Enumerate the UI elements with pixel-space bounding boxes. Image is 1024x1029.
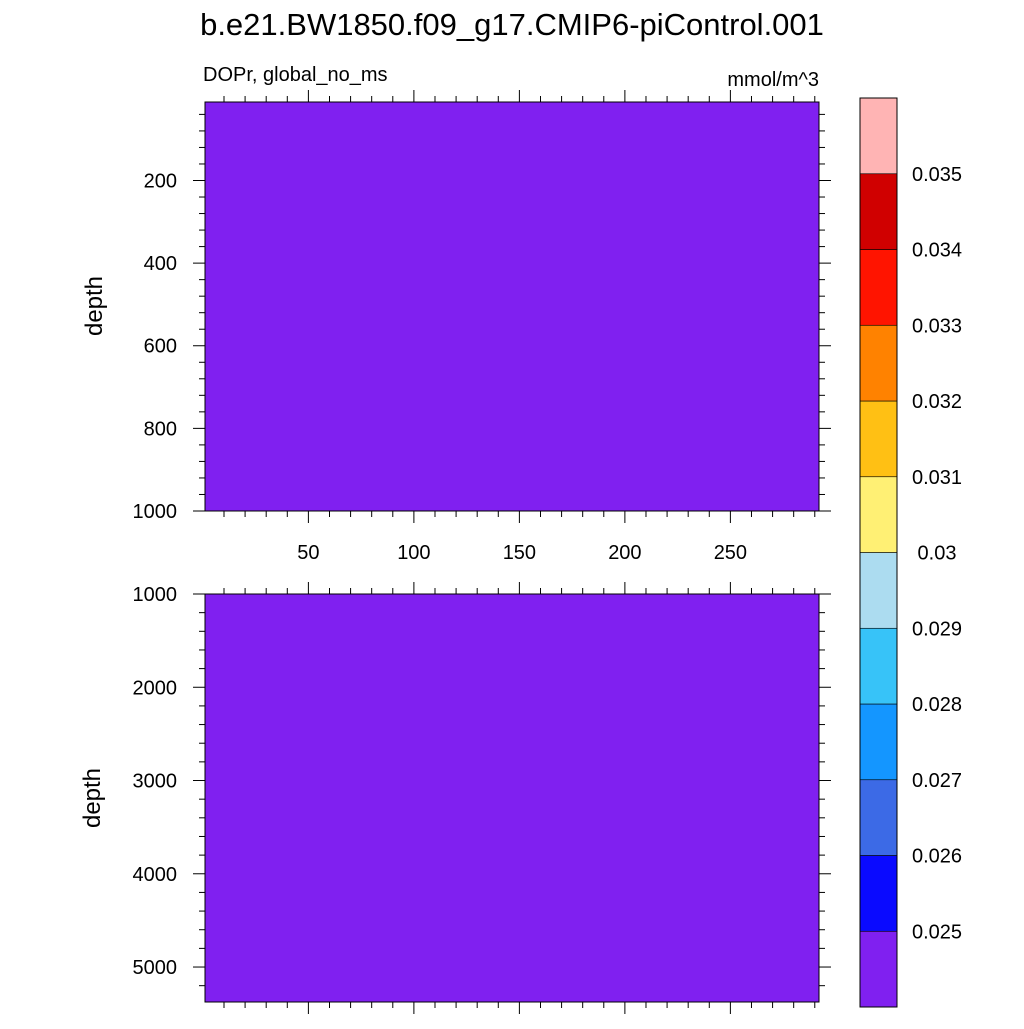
y-tick-label-upper: 200: [144, 170, 177, 192]
colorbar-label: 0.03: [918, 543, 957, 565]
colorbar-swatch: [859, 703, 898, 781]
units-label: mmol/m^3: [727, 69, 819, 91]
colorbar-swatch: [859, 855, 898, 932]
colorbar-label: 0.026: [912, 846, 962, 868]
colorbar-swatch: [859, 97, 898, 175]
y-tick-label-upper: 800: [144, 418, 177, 440]
colorbar: 0.025 0.026 0.027 0.028 0.029 0.03 0.031 0.032 0…: [859, 97, 962, 1008]
colorbar-label: 0.032: [912, 391, 962, 413]
colorbar-swatch: [859, 324, 898, 402]
y-tick-label-lower: 4000: [133, 864, 178, 886]
x-tick-label-upper: 250: [714, 542, 747, 564]
colorbar-swatch: [859, 400, 898, 478]
y-tick-label-lower: 3000: [133, 771, 178, 793]
x-tick-label-upper: 100: [397, 542, 430, 564]
colorbar-label: 0.029: [912, 618, 962, 640]
y-tick-label-lower: 5000: [133, 957, 178, 979]
colorbar-label: 0.033: [912, 315, 962, 337]
colorbar-label: 0.034: [912, 240, 962, 262]
colorbar-swatch: [859, 249, 898, 326]
y-tick-label-lower: 1000: [133, 584, 178, 606]
field-fill-upper: [205, 102, 819, 511]
y-tick-label-lower: 2000: [133, 677, 178, 699]
colorbar-swatch: [859, 476, 898, 553]
y-tick-label-upper: 1000: [133, 501, 178, 523]
y-tick-label-upper: 600: [144, 336, 177, 358]
panel-upper: 200 400 600 800 1000 50 100 150 200 250 depth: [81, 90, 831, 564]
colorbar-swatch: [859, 627, 898, 705]
y-axis-label-lower: depth: [79, 768, 106, 828]
colorbar-label: 0.035: [912, 164, 962, 186]
x-tick-label-upper: 200: [608, 542, 641, 564]
field-fill-lower: [205, 594, 819, 1002]
plot-frame-upper: [204, 101, 820, 512]
chart-title: b.e21.BW1850.f09_g17.CMIP6-piControl.001: [200, 7, 824, 42]
colorbar-swatch: [859, 779, 898, 856]
y-tick-label-upper: 400: [144, 253, 177, 275]
x-tick-label-upper: 50: [297, 542, 319, 564]
colorbar-label: 0.031: [912, 467, 962, 489]
variable-label: DOPr, global_no_ms: [203, 64, 388, 86]
panel-lower: 1000 2000 3000 4000 5000 depth: [79, 582, 831, 1014]
colorbar-label: 0.028: [912, 694, 962, 716]
plot-frame-lower: [204, 593, 820, 1003]
x-tick-label-upper: 150: [503, 542, 536, 564]
colorbar-swatch: [859, 930, 898, 1008]
colorbar-swatch: [859, 552, 898, 629]
colorbar-label: 0.027: [912, 770, 962, 792]
colorbar-frame: [859, 97, 898, 1008]
colorbar-label: 0.025: [912, 921, 962, 943]
colorbar-swatch: [859, 173, 898, 250]
y-axis-label-upper: depth: [81, 276, 108, 336]
